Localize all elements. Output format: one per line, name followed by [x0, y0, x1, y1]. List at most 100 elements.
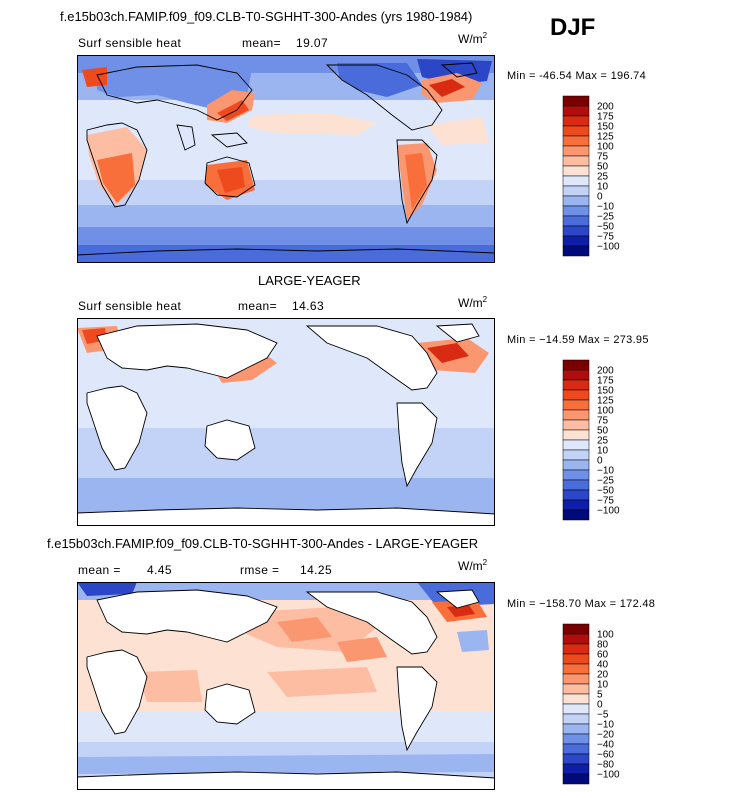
colorbar-swatch: [562, 165, 590, 177]
colorbar-tick-label: 100: [597, 142, 614, 153]
colorbar-swatch: [562, 499, 590, 511]
colorbar-tick-label: −60: [597, 750, 614, 761]
colorbar-tick-label: 175: [597, 376, 614, 387]
colorbar-swatch: [562, 389, 590, 401]
colorbar-swatch: [562, 733, 590, 745]
colorbar-tick-label: 60: [597, 650, 609, 661]
colorbar-tick-label: −5: [597, 710, 609, 721]
colorbar-tick-label: −40: [597, 740, 614, 751]
panel3-rmse-value: 14.25: [300, 563, 333, 577]
colorbar-swatch: [562, 95, 590, 107]
colorbar-swatch: [562, 105, 590, 117]
colorbar-swatch: [562, 205, 590, 217]
panel3-south-america: [396, 666, 438, 752]
colorbar-tick-label: 75: [597, 152, 609, 163]
panel1-min-max: Min = -46.54 Max = 196.74: [507, 70, 647, 82]
colorbar-swatch: [562, 723, 590, 735]
colorbar-tick-label: −50: [597, 486, 614, 497]
panel3-eurasia: [96, 589, 278, 643]
colorbar-tick-label: −75: [597, 496, 614, 507]
colorbar-tick-label: −20: [597, 730, 614, 741]
colorbar-swatch: [562, 155, 590, 167]
colorbar-tick-label: 10: [597, 182, 609, 193]
colorbar-tick-label: −25: [597, 212, 614, 223]
colorbar-swatch: [562, 215, 590, 227]
colorbar-swatch: [562, 429, 590, 441]
panel1-africa: [86, 122, 148, 208]
colorbar-tick-label: −100: [597, 506, 620, 517]
colorbar-swatch: [562, 379, 590, 391]
colorbar-tick-label: 0: [597, 192, 603, 203]
panel2-map: [77, 318, 495, 526]
colorbar-tick-label: −50: [597, 222, 614, 233]
colorbar-swatch: [562, 245, 590, 257]
colorbar-swatch: [562, 773, 590, 785]
colorbar-swatch: [562, 235, 590, 247]
panel2-eurasia: [96, 323, 278, 379]
panel2-south-america: [396, 402, 438, 488]
colorbar-swatch: [562, 115, 590, 127]
panel1-north-america: [325, 64, 443, 131]
panel3-map: [77, 582, 495, 790]
panel1-title: f.e15b03ch.FAMIP.f09_f09.CLB-T0-SGHHT-30…: [60, 9, 473, 24]
panel2-north-america: [305, 325, 438, 391]
colorbar-swatch: [562, 479, 590, 491]
panel3-north-america: [305, 591, 438, 655]
colorbar-tick-label: 25: [597, 436, 609, 447]
colorbar-swatch: [562, 673, 590, 685]
panel1-australia: [204, 156, 256, 198]
colorbar-tick-label: 200: [597, 102, 614, 113]
panel2-mean-label: mean=: [238, 299, 278, 313]
colorbar-swatch: [562, 419, 590, 431]
colorbar-tick-label: 10: [597, 446, 609, 457]
panel1-map: [77, 55, 495, 263]
colorbar-swatch: [562, 459, 590, 471]
panel3-australia: [204, 683, 256, 725]
colorbar-tick-label: 175: [597, 112, 614, 123]
colorbar-swatch: [562, 713, 590, 725]
colorbar-swatch: [562, 469, 590, 481]
panel1-mean-label: mean=: [242, 36, 282, 50]
colorbar-swatch: [562, 135, 590, 147]
colorbar-swatch: [562, 693, 590, 705]
panel2-units: W/m2: [458, 295, 488, 310]
colorbar-swatch: [562, 175, 590, 187]
colorbar-tick-label: 40: [597, 660, 609, 671]
panel3-title: f.e15b03ch.FAMIP.f09_f09.CLB-T0-SGHHT-30…: [47, 536, 479, 551]
season-label: DJF: [550, 14, 596, 41]
colorbar-swatch: [562, 409, 590, 421]
panel3-rmse-label: rmse =: [240, 563, 280, 577]
panel1-units: W/m2: [458, 31, 488, 46]
colorbar-swatch: [562, 185, 590, 197]
panel2-africa: [86, 385, 148, 471]
colorbar-swatch: [562, 359, 590, 371]
colorbar-tick-label: 75: [597, 416, 609, 427]
colorbar-swatch: [562, 703, 590, 715]
colorbar-tick-label: 5: [597, 690, 603, 701]
panel1-mean-value: 19.07: [296, 36, 329, 50]
colorbar-swatch: [562, 125, 590, 137]
colorbar-swatch: [562, 623, 590, 635]
colorbar-tick-label: 50: [597, 162, 609, 173]
colorbar-swatch: [562, 743, 590, 755]
colorbar-tick-label: 200: [597, 366, 614, 377]
colorbar-swatch: [562, 399, 590, 411]
colorbar-tick-label: −10: [597, 466, 614, 477]
panel3-mean-value: 4.45: [147, 563, 172, 577]
panel2-australia: [204, 419, 256, 461]
colorbar-tick-label: −10: [597, 720, 614, 731]
panel2-title: LARGE-YEAGER: [258, 273, 361, 288]
colorbar-swatch: [562, 225, 590, 237]
panel3-mean-label: mean =: [78, 563, 121, 577]
colorbar-tick-label: 150: [597, 386, 614, 397]
panel3-min-max: Min = −158.70 Max = 172.48: [507, 598, 656, 610]
colorbar-swatch: [562, 643, 590, 655]
colorbar-tick-label: 125: [597, 132, 614, 143]
colorbar-tick-label: −100: [597, 242, 620, 253]
colorbar-swatch: [562, 633, 590, 645]
colorbar-tick-label: 80: [597, 640, 609, 651]
colorbar-tick-label: −75: [597, 232, 614, 243]
